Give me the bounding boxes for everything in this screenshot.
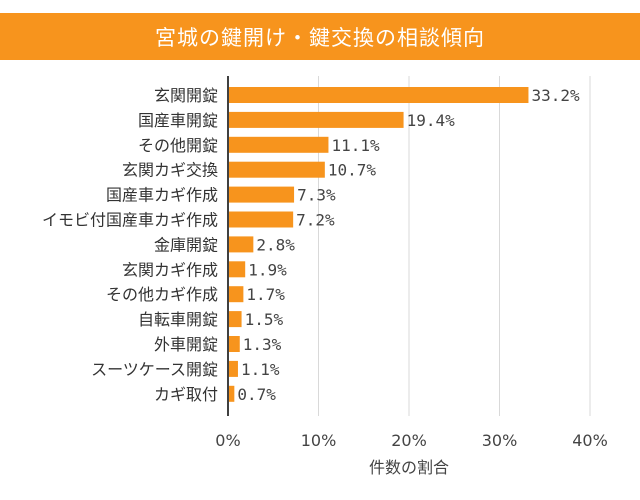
value-label: 11.1% (331, 136, 380, 155)
category-label: 国産車開錠 (138, 111, 218, 130)
value-label: 7.3% (297, 186, 336, 205)
x-tick-label: 0% (215, 431, 240, 450)
x-tick-label: 30% (482, 431, 518, 450)
value-label: 19.4% (407, 111, 456, 130)
category-label: 外車開錠 (154, 335, 218, 354)
bar (228, 261, 246, 278)
value-label: 10.7% (328, 161, 377, 180)
category-label: その他カギ作成 (106, 285, 218, 304)
category-label: 金庫開錠 (154, 235, 218, 254)
value-label: 7.2% (296, 211, 335, 230)
x-tick-label: 20% (391, 431, 427, 450)
bar (228, 136, 329, 153)
category-label: 玄関開錠 (154, 86, 218, 105)
bar (228, 286, 244, 303)
chart-title-bar: 宮城の鍵開け・鍵交換の相談傾向 (0, 13, 640, 60)
bar (228, 236, 254, 253)
bar (228, 385, 235, 402)
category-label: その他開錠 (138, 136, 218, 155)
value-label: 0.7% (237, 385, 276, 404)
x-axis-title: 件数の割合 (369, 458, 449, 477)
bar (228, 111, 404, 128)
category-label: 国産車カギ作成 (106, 186, 218, 205)
value-label: 2.8% (256, 235, 295, 254)
bar (228, 211, 294, 228)
x-tick-label: 40% (572, 431, 608, 450)
value-label: 1.9% (248, 260, 287, 279)
category-label: スーツケース開錠 (91, 360, 218, 379)
value-label: 1.3% (243, 335, 282, 354)
value-label: 33.2% (531, 86, 580, 105)
category-label: 自転車開錠 (138, 310, 218, 329)
chart-title: 宮城の鍵開け・鍵交換の相談傾向 (155, 25, 485, 50)
value-label: 1.5% (245, 310, 284, 329)
category-label: 玄関カギ作成 (122, 260, 218, 279)
bar (228, 186, 295, 203)
bar (228, 311, 242, 328)
bar (228, 360, 238, 377)
bar (228, 87, 529, 103)
bar (228, 336, 240, 352)
bar (228, 161, 325, 178)
category-label: カギ取付 (154, 385, 218, 404)
x-tick-label: 10% (301, 431, 337, 450)
value-label: 1.1% (241, 360, 280, 379)
category-label: 玄関カギ交換 (122, 161, 218, 180)
value-label: 1.7% (246, 285, 285, 304)
category-label: イモビ付国産車カギ作成 (42, 211, 218, 230)
